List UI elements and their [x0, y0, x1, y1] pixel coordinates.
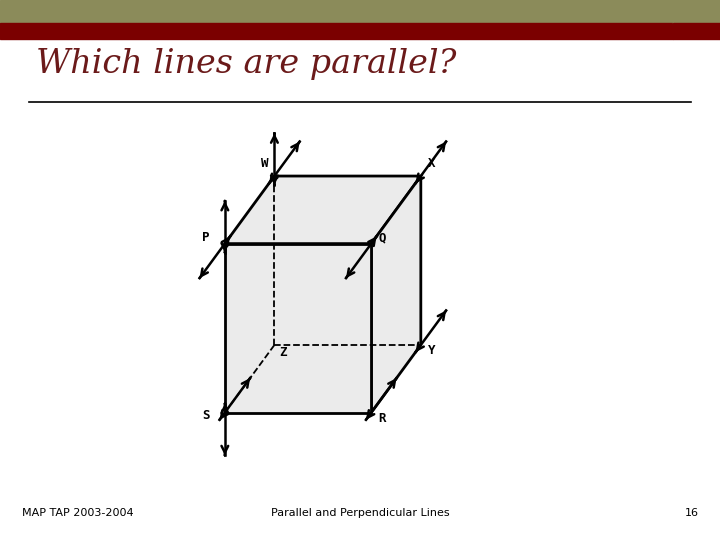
Bar: [0, 23, 673, 39]
Text: Parallel and Perpendicular Lines: Parallel and Perpendicular Lines: [271, 508, 449, 518]
Text: R: R: [378, 411, 385, 424]
Text: X: X: [428, 157, 435, 170]
Polygon shape: [372, 176, 420, 413]
Text: P: P: [202, 231, 210, 245]
Text: Z: Z: [279, 346, 287, 359]
Bar: [0, 0, 673, 23]
Text: MAP TAP 2003-2004: MAP TAP 2003-2004: [22, 508, 133, 518]
Bar: [673, 0, 720, 23]
Text: Which lines are parallel?: Which lines are parallel?: [36, 49, 456, 80]
Text: Q: Q: [378, 231, 385, 245]
Text: Y: Y: [428, 344, 435, 357]
Polygon shape: [225, 244, 372, 413]
Bar: [673, 23, 720, 39]
Text: S: S: [202, 409, 210, 422]
Text: 16: 16: [685, 508, 698, 518]
Text: W: W: [261, 157, 269, 170]
Polygon shape: [225, 176, 420, 244]
